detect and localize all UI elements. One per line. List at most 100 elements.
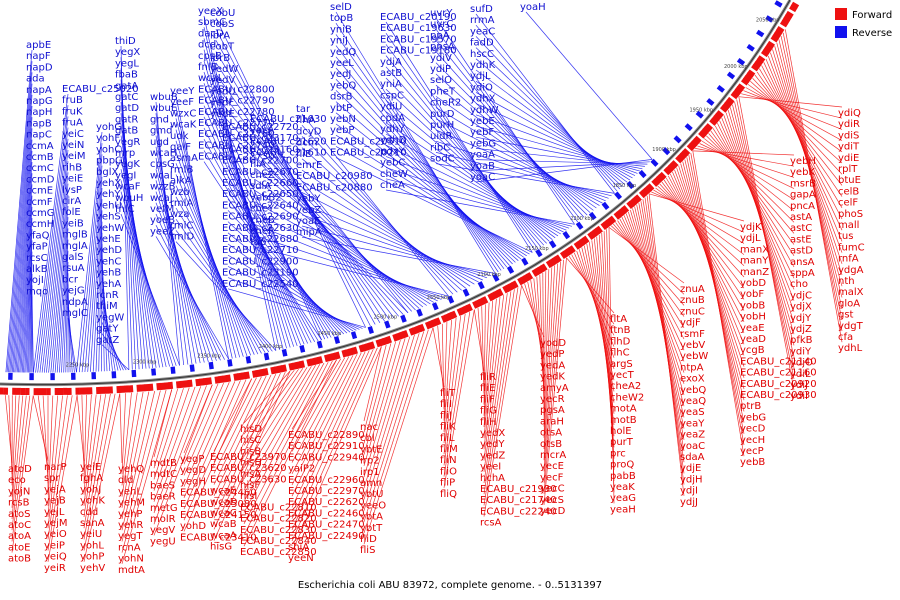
reverse-feature-link	[335, 146, 530, 255]
forward-feature-link	[443, 315, 462, 455]
forward-feature-link	[483, 296, 501, 450]
forward-feature	[444, 313, 451, 322]
forward-feature-link	[42, 395, 49, 484]
forward-feature	[762, 46, 772, 55]
forward-gene-label: yedP	[540, 349, 564, 360]
reverse-gene-label: sdiA	[250, 181, 271, 192]
forward-gene-label: narP	[44, 462, 67, 473]
forward-gene-label: yojN	[8, 486, 30, 497]
forward-feature	[214, 376, 220, 384]
reverse-feature	[650, 158, 659, 167]
forward-feature	[646, 183, 655, 192]
forward-feature-link	[121, 389, 173, 564]
forward-feature-link	[213, 374, 272, 496]
forward-feature-link	[443, 309, 475, 488]
forward-gene-label: ansA	[790, 257, 815, 268]
forward-gene-label: yeaK	[610, 482, 635, 493]
reverse-feature-link	[385, 77, 547, 244]
forward-feature	[244, 371, 250, 380]
reverse-gene-label: wcaF	[115, 182, 141, 193]
forward-gene-label: irp1	[360, 467, 380, 478]
forward-feature-link	[83, 394, 97, 506]
reverse-feature-link	[52, 194, 69, 373]
forward-gene-label: yeeI	[480, 462, 501, 473]
reverse-gene-label: rmlC	[170, 220, 193, 231]
reverse-feature-link	[11, 105, 33, 373]
reverse-gene-label: rrmA	[470, 15, 495, 26]
forward-feature	[764, 43, 774, 52]
reverse-feature	[131, 369, 137, 378]
forward-gene-label: hchA	[480, 473, 505, 484]
forward-feature	[677, 152, 686, 161]
reverse-feature	[447, 295, 455, 304]
reverse-feature	[189, 364, 195, 372]
reverse-gene-label: yedJ	[330, 69, 351, 80]
forward-feature	[713, 112, 722, 121]
forward-feature-link	[83, 394, 107, 529]
reverse-gene-label: ccmA	[26, 141, 54, 152]
forward-feature	[785, 10, 794, 19]
reverse-feature-link	[335, 78, 513, 265]
reverse-gene-label: yehU	[96, 200, 122, 211]
reverse-gene-label: yfaP	[26, 242, 48, 253]
forward-gene-label: fliD	[360, 534, 377, 545]
reverse-gene-label: gatC	[115, 92, 138, 103]
reverse-gene-label: ECABU_c22540	[222, 279, 299, 290]
forward-feature	[548, 258, 557, 267]
feature-labels: apbEnapFnapDadanapAnapGnapHnapBnapCccmAc…	[8, 2, 865, 576]
forward-feature	[447, 311, 455, 321]
forward-feature-link	[153, 386, 196, 502]
reverse-gene-label: fnlC	[115, 204, 135, 215]
forward-feature	[450, 310, 458, 319]
forward-feature	[722, 102, 731, 111]
forward-gene-label: ydiI	[790, 391, 808, 402]
forward-feature-link	[213, 378, 253, 452]
forward-feature	[67, 387, 72, 395]
forward-feature-link	[615, 222, 685, 317]
forward-gene-label: ECABU_c21140	[740, 356, 817, 367]
reverse-gene-label: sbmC	[198, 17, 226, 28]
reverse-gene-label: wcaH	[150, 148, 177, 159]
forward-feature	[581, 235, 590, 244]
forward-feature	[573, 241, 582, 250]
forward-gene-label: fghA	[80, 473, 103, 484]
forward-feature-link	[291, 346, 382, 553]
backbone-core	[0, 0, 791, 386]
reverse-feature-link	[101, 322, 124, 371]
forward-feature-link	[443, 313, 466, 466]
forward-gene-label: argS	[610, 359, 633, 370]
forward-gene-label: fliO	[440, 466, 457, 477]
reverse-feature-link	[255, 202, 435, 303]
forward-feature	[12, 387, 17, 395]
forward-gene-label: purT	[610, 437, 634, 448]
reverse-gene-label: ECABU_c22680	[222, 234, 299, 245]
forward-gene-label: ECABU_c22910	[288, 441, 365, 452]
forward-feature	[732, 88, 741, 97]
forward-feature	[16, 387, 21, 395]
forward-gene-label: ydjI	[680, 486, 698, 497]
forward-gene-label: ECABU_c20930	[740, 390, 817, 401]
reverse-gene-label: gatR	[115, 114, 138, 125]
reverse-gene-label: yohF	[96, 133, 120, 144]
forward-feature	[711, 115, 720, 124]
forward-feature-link	[477, 307, 485, 383]
forward-feature	[33, 388, 39, 396]
reverse-feature-link	[301, 203, 483, 281]
reverse-feature-link	[475, 24, 618, 192]
reverse-feature-link	[155, 213, 221, 361]
forward-gene-label: ECABU_c22830	[240, 525, 317, 536]
reverse-feature-link	[335, 67, 510, 266]
forward-gene-label: yegH	[180, 476, 206, 487]
forward-gene-label: ydiT	[838, 142, 860, 153]
reverse-gene-label: dcyD	[296, 126, 322, 137]
forward-feature	[385, 335, 393, 344]
forward-gene-label: ydjK	[740, 222, 762, 233]
forward-gene-label: yecE	[540, 461, 564, 472]
forward-gene-label: yecR	[540, 394, 565, 405]
forward-gene-label: flhC	[610, 348, 630, 359]
forward-feature	[579, 237, 587, 246]
forward-feature	[682, 148, 691, 157]
forward-feature-link	[706, 135, 795, 223]
reverse-gene-label: pdxY	[380, 146, 406, 157]
reverse-gene-label: yebN	[330, 114, 356, 125]
